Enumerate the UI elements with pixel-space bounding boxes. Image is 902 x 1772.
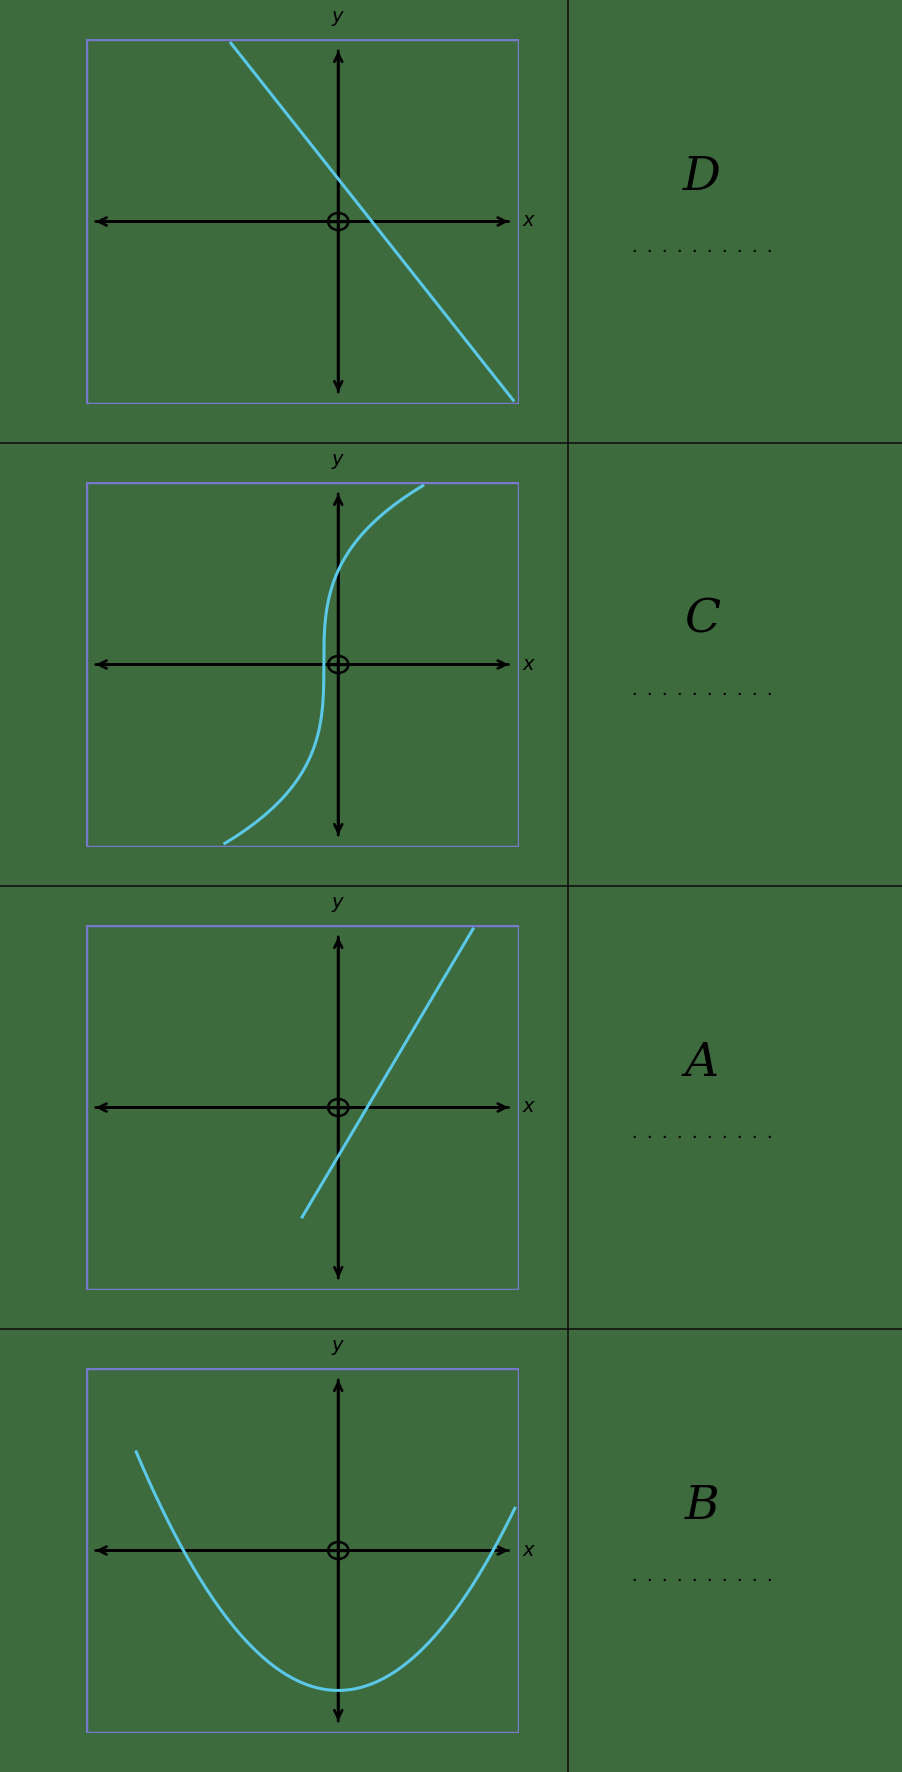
Bar [86,1368,519,1733]
Text: $y$: $y$ [331,1338,345,1357]
Text: $x$: $x$ [522,656,537,673]
Text: $y$: $y$ [331,9,345,28]
Text: $y$: $y$ [331,452,345,471]
Text: . . . . . . . . . .: . . . . . . . . . . [630,1570,773,1584]
Text: D: D [683,154,721,200]
Text: $x$: $x$ [522,213,537,230]
Text: $x$: $x$ [522,1099,537,1116]
Text: C: C [684,597,720,643]
Text: A: A [685,1040,719,1086]
Text: . . . . . . . . . .: . . . . . . . . . . [630,684,773,698]
Bar [86,925,519,1290]
Text: . . . . . . . . . .: . . . . . . . . . . [630,1127,773,1141]
Text: $y$: $y$ [331,895,345,914]
Bar [86,39,519,404]
Text: B: B [685,1483,719,1529]
Text: . . . . . . . . . .: . . . . . . . . . . [630,241,773,255]
Bar [86,482,519,847]
Text: $x$: $x$ [522,1542,537,1559]
